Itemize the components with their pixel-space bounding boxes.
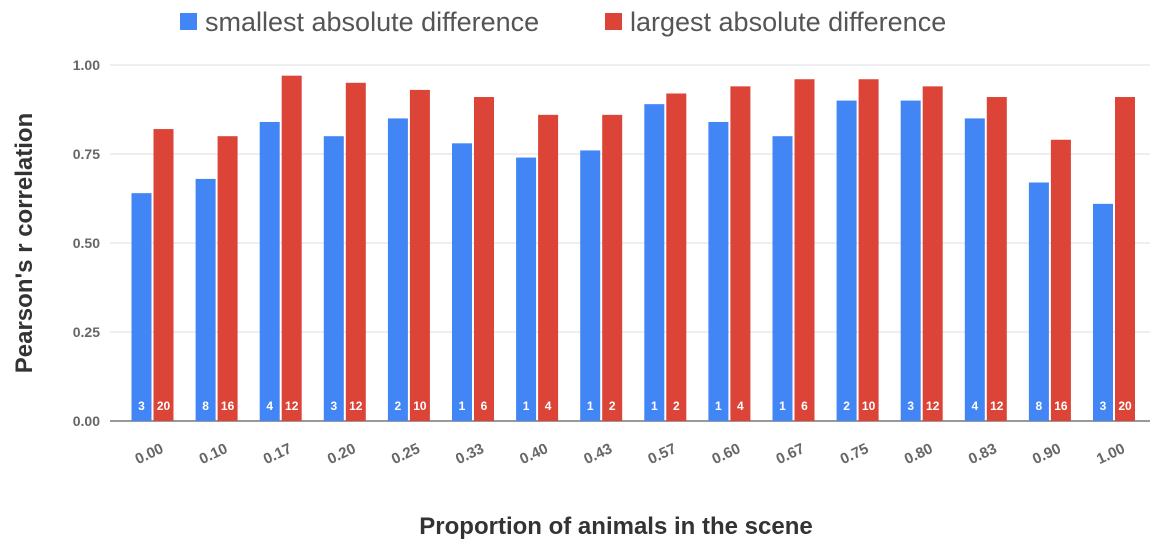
x-tick-label: 0.17 bbox=[261, 440, 295, 468]
bar-smallest-0.80 bbox=[900, 100, 921, 421]
x-tick-label: 1.00 bbox=[1094, 440, 1128, 468]
bar-count-label: 8 bbox=[1036, 399, 1043, 413]
bar-count-label: 12 bbox=[285, 399, 299, 413]
y-tick-label: 0.25 bbox=[73, 324, 100, 340]
bar-largest-1.00 bbox=[1115, 97, 1135, 421]
bar-count-label: 3 bbox=[330, 399, 337, 413]
bar-count-label: 3 bbox=[1100, 399, 1107, 413]
bar-smallest-0.40 bbox=[516, 157, 537, 421]
bar-largest-0.43 bbox=[602, 114, 623, 421]
bar-largest-0.75 bbox=[858, 79, 879, 422]
bar-count-label: 12 bbox=[926, 399, 940, 413]
bar-largest-0.90 bbox=[1050, 139, 1071, 421]
bar-count-label: 2 bbox=[609, 399, 616, 413]
bar-count-label: 10 bbox=[862, 399, 876, 413]
x-tick-label: 0.67 bbox=[774, 440, 808, 468]
x-tick-label: 0.60 bbox=[709, 440, 743, 468]
x-tick-label: 0.00 bbox=[133, 440, 167, 468]
bar-count-label: 3 bbox=[138, 399, 145, 413]
bar-largest-0.67 bbox=[794, 79, 815, 422]
bar-largest-0.57 bbox=[666, 93, 687, 421]
bar-count-label: 8 bbox=[202, 399, 209, 413]
bar-smallest-0.17 bbox=[259, 121, 280, 422]
bar-count-label: 12 bbox=[990, 399, 1004, 413]
legend-swatch bbox=[180, 13, 197, 30]
bar-largest-0.83 bbox=[986, 97, 1007, 421]
bar-smallest-0.33 bbox=[452, 143, 472, 421]
bar-smallest-0.60 bbox=[708, 121, 729, 422]
bar-count-label: 10 bbox=[413, 399, 427, 413]
bar-smallest-0.25 bbox=[387, 118, 408, 422]
x-tick-label: 0.90 bbox=[1030, 440, 1064, 468]
x-tick-label: 0.10 bbox=[197, 440, 231, 468]
y-tick-label: 0.00 bbox=[73, 413, 100, 429]
x-tick-label: 0.80 bbox=[902, 440, 936, 468]
x-tick-label: 0.83 bbox=[966, 440, 1000, 468]
bar-largest-0.40 bbox=[538, 114, 559, 421]
x-tick-label: 0.57 bbox=[645, 440, 679, 468]
bar-smallest-1.00 bbox=[1093, 203, 1113, 421]
x-axis-ticks: 0.00 0.10 0.17 0.20 0.25 0.33 0.40 0.43 0.57 0.60… bbox=[133, 440, 1128, 468]
bar-count-label: 1 bbox=[715, 399, 722, 413]
bar-smallest-0.00 bbox=[131, 193, 152, 421]
bar-count-label: 1 bbox=[523, 399, 530, 413]
bar-largest-0.25 bbox=[409, 89, 430, 422]
bar-smallest-0.10 bbox=[195, 178, 216, 421]
bars: 3 20 8 16 4 12 3 12 2 10 1 6 1 4 1 2 1 2 1 4 1 6 2 10 3 12 4 12 8 16 3… bbox=[131, 75, 1135, 422]
x-axis-title: Proportion of animals in the scene bbox=[419, 513, 812, 540]
bar-count-label: 16 bbox=[1054, 399, 1068, 413]
bar-count-label: 1 bbox=[651, 399, 658, 413]
bar-count-label: 6 bbox=[801, 399, 808, 413]
bar-smallest-0.90 bbox=[1028, 182, 1049, 421]
y-tick-label: 1.00 bbox=[73, 57, 100, 73]
bar-count-label: 1 bbox=[779, 399, 786, 413]
y-tick-label: 0.50 bbox=[73, 235, 100, 251]
bar-smallest-0.83 bbox=[964, 118, 985, 422]
bar-largest-0.80 bbox=[922, 86, 943, 422]
bar-count-label: 2 bbox=[395, 399, 402, 413]
bar-count-label: 12 bbox=[349, 399, 363, 413]
bar-count-label: 2 bbox=[673, 399, 680, 413]
bar-count-label: 4 bbox=[737, 399, 744, 413]
y-axis-ticks: 0.00 0.25 0.50 0.75 1.00 bbox=[73, 57, 100, 429]
bar-largest-0.60 bbox=[730, 86, 751, 422]
y-axis-title: Pearson's r correlation bbox=[11, 113, 38, 373]
x-tick-label: 0.33 bbox=[453, 440, 487, 468]
x-tick-label: 0.40 bbox=[517, 440, 551, 468]
x-tick-label: 0.25 bbox=[389, 440, 423, 468]
legend-swatch bbox=[605, 13, 622, 30]
bar-smallest-0.75 bbox=[836, 100, 857, 421]
bar-largest-0.33 bbox=[474, 97, 494, 421]
x-tick-label: 0.43 bbox=[581, 440, 615, 468]
x-tick-label: 0.75 bbox=[838, 440, 872, 468]
legend-label: largest absolute difference bbox=[630, 7, 946, 37]
bar-count-label: 4 bbox=[971, 399, 978, 413]
bar-count-label: 4 bbox=[545, 399, 552, 413]
bar-smallest-0.57 bbox=[644, 104, 665, 421]
legend-label: smallest absolute difference bbox=[205, 7, 539, 37]
bar-count-label: 2 bbox=[843, 399, 850, 413]
bar-count-label: 16 bbox=[221, 399, 235, 413]
bar-count-label: 20 bbox=[1118, 399, 1132, 413]
bar-count-label: 20 bbox=[157, 399, 171, 413]
bar-largest-0.20 bbox=[345, 82, 366, 422]
bar-count-label: 3 bbox=[907, 399, 914, 413]
bar-smallest-0.43 bbox=[580, 150, 601, 421]
bar-count-label: 1 bbox=[587, 399, 594, 413]
bar-smallest-0.67 bbox=[772, 136, 793, 421]
y-tick-label: 0.75 bbox=[73, 146, 100, 162]
bar-smallest-0.20 bbox=[323, 136, 344, 421]
bar-largest-0.17 bbox=[281, 75, 302, 422]
legend: smallest absolute difference largest abso… bbox=[180, 7, 946, 37]
bar-count-label: 6 bbox=[481, 399, 488, 413]
bar-count-label: 1 bbox=[459, 399, 466, 413]
x-tick-label: 0.20 bbox=[325, 440, 359, 468]
bar-largest-0.10 bbox=[217, 136, 238, 421]
bar-largest-0.00 bbox=[153, 129, 174, 421]
bar-count-label: 4 bbox=[266, 399, 273, 413]
